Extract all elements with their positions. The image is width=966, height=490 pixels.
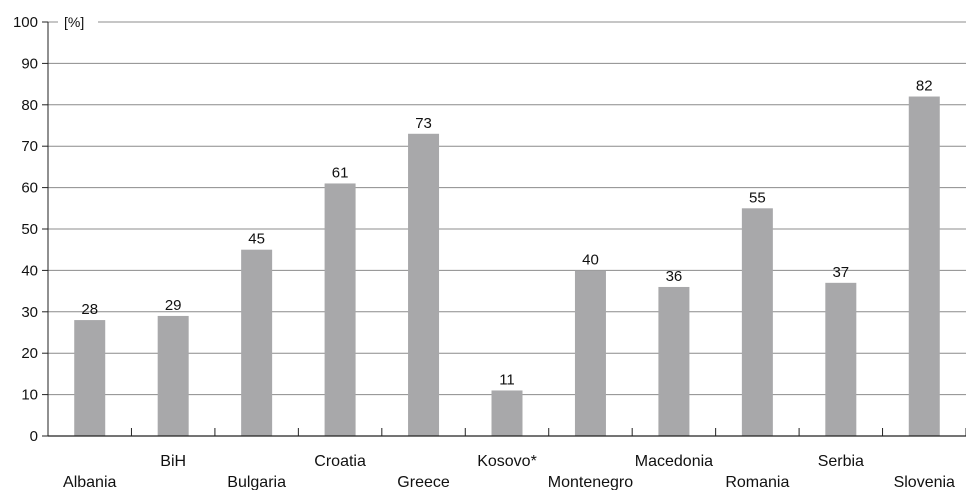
y-tick-label: 70 xyxy=(21,138,38,155)
bars xyxy=(74,96,940,437)
bar xyxy=(324,183,356,436)
y-tick-label: 20 xyxy=(21,345,38,362)
x-category-label: Bulgaria xyxy=(227,474,286,490)
bar xyxy=(658,286,690,436)
x-category-label: Slovenia xyxy=(894,474,955,490)
bar xyxy=(741,208,773,436)
x-category-label: Kosovo* xyxy=(477,453,537,470)
data-label: 37 xyxy=(832,264,849,281)
data-label: 61 xyxy=(332,164,349,181)
bar xyxy=(908,96,940,437)
bar xyxy=(408,133,440,436)
data-label: 40 xyxy=(582,251,599,268)
y-tick-label: 60 xyxy=(21,180,38,197)
x-category-label: Albania xyxy=(63,474,116,490)
data-label: 29 xyxy=(165,297,182,314)
bar xyxy=(74,320,106,436)
data-labels: 28 29 45 61 73 11 40 36 55 37 82 xyxy=(81,78,932,389)
bar xyxy=(157,315,189,436)
y-tick-label: 10 xyxy=(21,387,38,404)
y-tick-label: 0 xyxy=(30,428,38,445)
y-tick-label: 80 xyxy=(21,97,38,114)
data-label: 28 xyxy=(81,301,98,318)
x-axis: Albania BiH Bulgaria Croatia Greece Kosovo* Mo… xyxy=(47,428,966,490)
data-label: 82 xyxy=(916,78,933,95)
bar xyxy=(574,270,606,436)
y-tick-label: 30 xyxy=(21,304,38,321)
data-label: 36 xyxy=(666,268,683,285)
bar xyxy=(825,282,857,436)
gridlines xyxy=(48,21,966,396)
x-category-label: BiH xyxy=(160,453,186,470)
x-category-label: Romania xyxy=(725,474,789,490)
y-tick-label: 100 xyxy=(13,14,38,31)
data-label: 45 xyxy=(248,231,265,248)
unit-label-background xyxy=(58,13,98,31)
x-category-label: Macedonia xyxy=(635,453,713,470)
data-label: 73 xyxy=(415,115,432,132)
x-category-label: Serbia xyxy=(818,453,864,470)
y-axis-ticks: 0 10 20 30 40 50 60 70 80 90 100 xyxy=(13,14,49,445)
y-axis-unit-label: [%] xyxy=(64,14,84,30)
data-label: 55 xyxy=(749,189,766,206)
y-tick-label: 90 xyxy=(21,55,38,72)
x-category-label: Montenegro xyxy=(548,474,633,490)
y-tick-label: 40 xyxy=(21,262,38,279)
bar xyxy=(491,390,523,436)
data-label: 11 xyxy=(499,371,515,388)
bar xyxy=(241,249,273,436)
y-tick-label: 50 xyxy=(21,221,38,238)
x-category-label: Greece xyxy=(397,474,450,490)
x-category-label: Croatia xyxy=(314,453,366,470)
